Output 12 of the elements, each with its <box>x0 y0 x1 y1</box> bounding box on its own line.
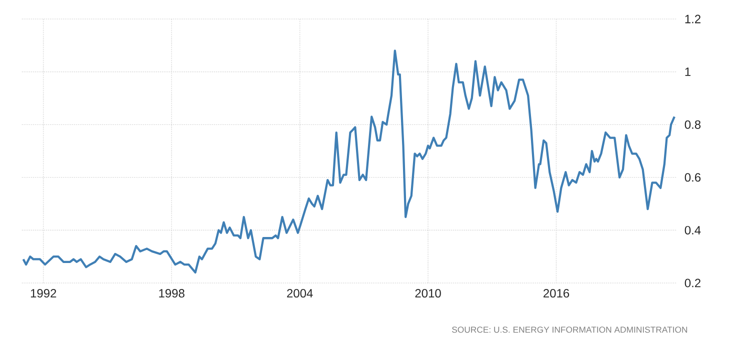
source-note: SOURCE: U.S. ENERGY INFORMATION ADMINISTRATION <box>452 326 688 333</box>
x-tick-label: 2010 <box>415 289 441 298</box>
x-tick-label: 2016 <box>544 289 570 298</box>
x-tick-label: 1992 <box>30 289 56 298</box>
y-tick-label: 1.2 <box>685 14 700 24</box>
y-tick-label: 0.6 <box>684 173 701 182</box>
x-tick-label: 2004 <box>287 289 313 298</box>
x-tick-label: 1998 <box>159 289 184 298</box>
y-tick-label: 0.8 <box>684 120 701 129</box>
y-tick-label: 0.4 <box>684 226 701 234</box>
y-tick-label: 1 <box>685 68 690 76</box>
y-tick-label: 0.2 <box>684 278 700 288</box>
